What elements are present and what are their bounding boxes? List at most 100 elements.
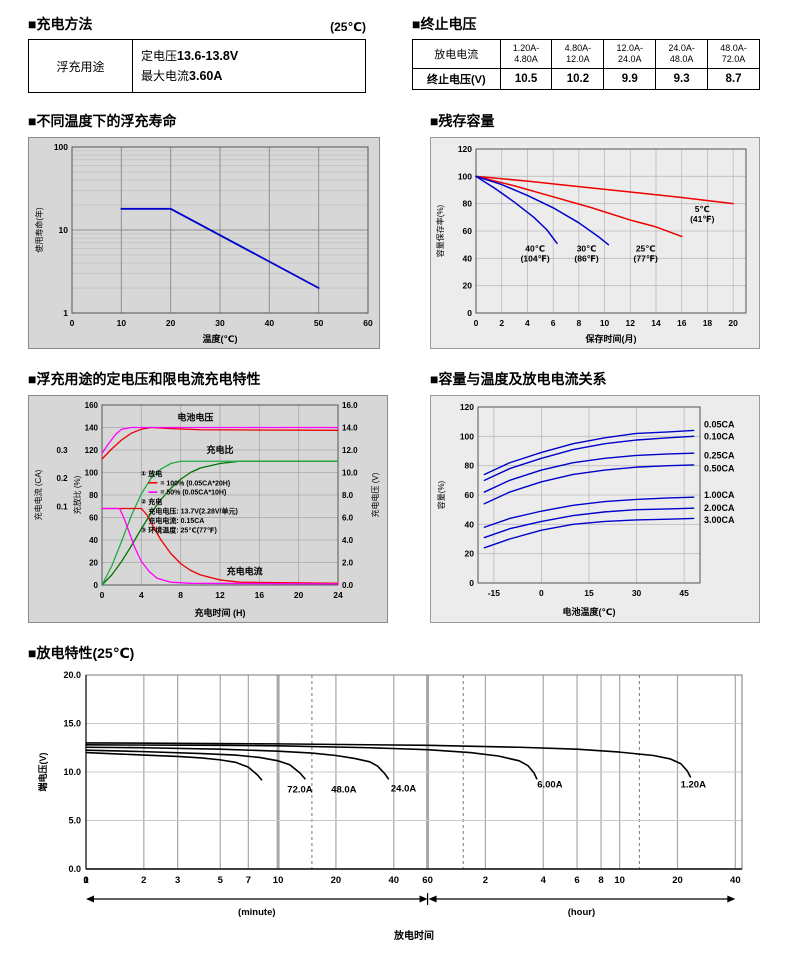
svg-text:2.0: 2.0: [342, 559, 354, 568]
charging-method-temp-note: (25℃): [330, 20, 366, 34]
svg-text:40: 40: [388, 875, 399, 886]
charging-method-values: 定电压13.6-13.8V 最大电流3.60A: [132, 39, 366, 93]
svg-text:= 50% (0.05CA*10H): = 50% (0.05CA*10H): [160, 490, 226, 497]
float-use-label: 浮充用途: [28, 39, 133, 93]
svg-text:0.25CA: 0.25CA: [704, 450, 735, 460]
svg-text:20: 20: [463, 281, 473, 291]
svg-text:20: 20: [166, 318, 176, 328]
svg-text:2.00CA: 2.00CA: [704, 503, 735, 513]
discharge-characteristics-title: ■放电特性(25℃): [28, 645, 135, 661]
capacity-temperature-title: ■容量与温度及放电电流关系: [430, 371, 607, 387]
svg-text:60: 60: [363, 318, 373, 328]
svg-text:25℃: 25℃: [636, 244, 656, 254]
svg-text:100: 100: [458, 171, 472, 181]
current-label: 最大电流: [141, 69, 190, 83]
svg-text:2: 2: [141, 875, 146, 886]
cutoff-voltage-value: 9.3: [655, 67, 709, 90]
constant-voltage-line: 定电压13.6-13.8V: [141, 46, 357, 66]
float-life-chart: 1 10 100 0 10 20 30 40 50 60 温度(℃) 使用寿命(年): [28, 137, 380, 349]
table-row: 浮充用途 定电压13.6-13.8V 最大电流3.60A: [28, 39, 366, 93]
svg-text:(minute): (minute): [238, 907, 275, 918]
svg-text:15: 15: [584, 588, 594, 598]
svg-text:1.00CA: 1.00CA: [704, 490, 735, 500]
svg-text:120: 120: [85, 446, 99, 455]
svg-text:20: 20: [294, 590, 304, 600]
svg-text:60: 60: [463, 226, 473, 236]
charge-characteristics-chart: 0 20 40 60 80 100 120 140 160 0.1 0.2 0.3 0.0 2.0 4.0 6…: [28, 395, 388, 623]
svg-text:充电电压 (V): 充电电压 (V): [370, 472, 380, 517]
svg-text:60: 60: [465, 490, 475, 500]
svg-text:温度(℃): 温度(℃): [203, 333, 238, 344]
svg-text:20: 20: [331, 875, 342, 886]
svg-text:20.0: 20.0: [63, 670, 81, 680]
svg-text:(41℉): (41℉): [690, 214, 715, 224]
charging-method-title: ■充电方法: [28, 16, 93, 32]
svg-text:2: 2: [499, 318, 504, 328]
svg-text:100: 100: [460, 431, 474, 441]
svg-text:6: 6: [574, 875, 579, 886]
svg-text:12.0: 12.0: [342, 446, 358, 455]
cutoff-voltage-title: ■终止电压: [412, 16, 477, 32]
svg-text:80: 80: [89, 491, 98, 500]
cutoff-voltage-row-label: 终止电压(V): [412, 67, 501, 90]
svg-text:120: 120: [460, 402, 474, 412]
svg-text:4: 4: [541, 875, 547, 886]
top-row: ■充电方法 (25℃) 浮充用途 定电压13.6-13.8V 最大电流3.60A…: [28, 14, 760, 93]
svg-text:0.2: 0.2: [56, 474, 68, 483]
capacity-temperature-chart: 0 20 40 60 80 100 120 -15 0 15 30 45 电池温度(℃) 容量(%) 0.0…: [430, 395, 760, 623]
svg-text:电池温度(℃): 电池温度(℃): [563, 606, 616, 617]
svg-text:(104℉): (104℉): [521, 254, 550, 264]
svg-text:15.0: 15.0: [63, 719, 81, 729]
svg-text:0: 0: [100, 590, 105, 600]
svg-text:0: 0: [474, 318, 479, 328]
svg-text:5.0: 5.0: [68, 816, 81, 826]
svg-text:6.00A: 6.00A: [537, 780, 562, 791]
svg-text:10: 10: [59, 225, 69, 235]
svg-text:120: 120: [458, 144, 472, 154]
cutoff-voltage-header: ■终止电压: [412, 14, 760, 34]
svg-text:30: 30: [215, 318, 225, 328]
svg-text:放电时间: 放电时间: [393, 929, 434, 942]
svg-text:20: 20: [465, 549, 475, 559]
cutoff-voltage-value: 9.9: [603, 67, 657, 90]
svg-text:60: 60: [422, 875, 433, 886]
svg-text:10: 10: [117, 318, 127, 328]
svg-text:3.00CA: 3.00CA: [704, 515, 735, 525]
svg-text:② 充电: ② 充电: [140, 497, 162, 506]
cutoff-voltage-value: 8.7: [707, 67, 760, 90]
svg-text:16: 16: [255, 590, 265, 600]
svg-text:80: 80: [463, 199, 473, 209]
svg-text:(77℉): (77℉): [634, 254, 659, 264]
svg-text:6: 6: [551, 318, 556, 328]
discharge-current-header: 放电电流: [412, 39, 501, 69]
capacity-temperature-section: ■容量与温度及放电电流关系 0 20 40 60 80 100 120 -15 0 15 30 45 电…: [430, 369, 760, 623]
svg-text:0: 0: [467, 308, 472, 318]
svg-text:12: 12: [215, 590, 225, 600]
svg-text:10: 10: [614, 875, 625, 886]
svg-text:40: 40: [730, 875, 741, 886]
svg-text:20: 20: [89, 559, 98, 568]
current-range-cell: 1.20A- 4.80A: [499, 39, 553, 69]
float-life-title: ■不同温度下的浮充寿命: [28, 113, 177, 129]
svg-text:20: 20: [728, 318, 738, 328]
svg-text:12: 12: [626, 318, 636, 328]
svg-text:10.0: 10.0: [342, 469, 358, 478]
cutoff-voltage-section: ■终止电压 放电电流 1.20A- 4.80A 4.80A- 12.0A 12.…: [412, 14, 760, 93]
svg-text:1: 1: [63, 308, 68, 318]
svg-text:0.50CA: 0.50CA: [704, 464, 735, 474]
charging-method-section: ■充电方法 (25℃) 浮充用途 定电压13.6-13.8V 最大电流3.60A: [28, 14, 366, 93]
current-range-cell: 4.80A- 12.0A: [551, 39, 605, 69]
current-range-cell: 48.0A- 72.0A: [707, 39, 760, 69]
svg-text:8.0: 8.0: [342, 491, 354, 500]
residual-capacity-title: ■残存容量: [430, 113, 495, 129]
svg-text:① 放电: ① 放电: [140, 469, 162, 478]
svg-text:45: 45: [679, 588, 689, 598]
svg-text:0.10CA: 0.10CA: [704, 431, 735, 441]
svg-text:= 100% (0.05CA*20H): = 100% (0.05CA*20H): [160, 480, 230, 487]
svg-text:保存时间(月): 保存时间(月): [585, 333, 637, 344]
svg-text:0.05CA: 0.05CA: [704, 420, 735, 430]
svg-text:40: 40: [465, 519, 475, 529]
residual-capacity-chart: 0 20 40 60 80 100 120 0 2 4 6 8 10 12 14 16 18 20 保存时间(月) 容…: [430, 137, 760, 349]
current-range-cell: 24.0A- 48.0A: [655, 39, 709, 69]
